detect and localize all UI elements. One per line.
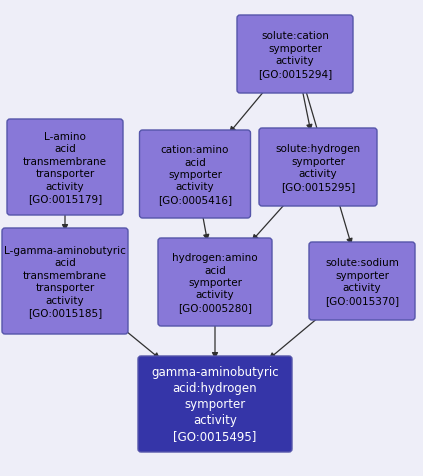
FancyBboxPatch shape (2, 228, 128, 334)
FancyBboxPatch shape (309, 242, 415, 320)
FancyBboxPatch shape (259, 129, 377, 207)
Text: L-amino
acid
transmembrane
transporter
activity
[GO:0015179]: L-amino acid transmembrane transporter a… (23, 132, 107, 204)
Text: cation:amino
acid
symporter
activity
[GO:0005416]: cation:amino acid symporter activity [GO… (158, 145, 232, 204)
FancyBboxPatch shape (158, 238, 272, 327)
FancyBboxPatch shape (237, 16, 353, 94)
Text: solute:cation
symporter
activity
[GO:0015294]: solute:cation symporter activity [GO:001… (258, 31, 332, 79)
FancyBboxPatch shape (138, 356, 292, 452)
Text: L-gamma-aminobutyric
acid
transmembrane
transporter
activity
[GO:0015185]: L-gamma-aminobutyric acid transmembrane … (4, 246, 126, 317)
Text: gamma-aminobutyric
acid:hydrogen
symporter
activity
[GO:0015495]: gamma-aminobutyric acid:hydrogen symport… (151, 366, 279, 443)
Text: hydrogen:amino
acid
symporter
activity
[GO:0005280]: hydrogen:amino acid symporter activity [… (172, 253, 258, 312)
Text: solute:sodium
symporter
activity
[GO:0015370]: solute:sodium symporter activity [GO:001… (325, 258, 399, 305)
FancyBboxPatch shape (7, 120, 123, 216)
FancyBboxPatch shape (140, 131, 250, 218)
Text: solute:hydrogen
symporter
activity
[GO:0015295]: solute:hydrogen symporter activity [GO:0… (275, 144, 360, 191)
